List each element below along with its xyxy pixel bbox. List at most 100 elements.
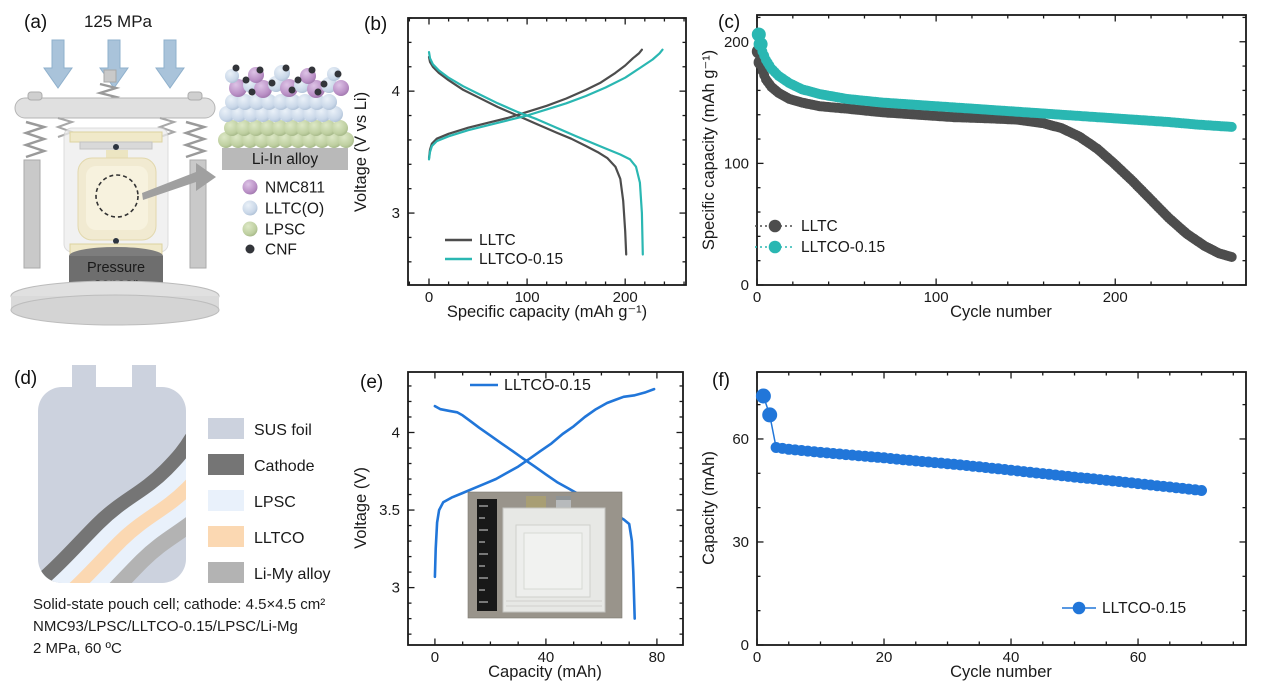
legend-label: SUS foil bbox=[254, 422, 312, 439]
chart-e: 0 40 80 3 3.5 4 LLTCO-0.15 Capacity (mAh) Voltag… bbox=[352, 371, 684, 681]
x-tick-label: 0 bbox=[425, 289, 433, 306]
particle bbox=[285, 94, 301, 110]
cnf-particle bbox=[320, 80, 328, 88]
particle bbox=[255, 106, 271, 122]
particle bbox=[333, 80, 349, 96]
series-line bbox=[427, 51, 644, 256]
legend-swatch bbox=[208, 562, 244, 583]
legend-swatch bbox=[208, 454, 244, 475]
particle bbox=[284, 120, 300, 136]
x-tick-label: 0 bbox=[753, 649, 761, 666]
pressure-value-label: 125 MPa bbox=[84, 12, 153, 31]
plot-frame bbox=[407, 17, 687, 286]
panel-e-label: (e) bbox=[360, 372, 384, 393]
particle bbox=[303, 106, 319, 122]
y-tick-label: 3.5 bbox=[379, 502, 400, 519]
legend-marker bbox=[242, 179, 258, 195]
legend-label: NMC811 bbox=[265, 180, 325, 197]
particle bbox=[225, 69, 239, 83]
axis-ticks bbox=[408, 372, 683, 645]
li-in-alloy-bar bbox=[222, 148, 348, 170]
particle bbox=[261, 94, 277, 110]
y-tick-label: 100 bbox=[724, 155, 749, 172]
y-axis-label: Capacity (mAh) bbox=[700, 451, 718, 565]
chart-f: 0 20 40 60 0 30 60 LLTCO-0.15 Cycle number Capaci… bbox=[700, 371, 1247, 681]
pouch-layer-bands bbox=[38, 431, 186, 583]
particle bbox=[273, 94, 289, 110]
x-axis-label: Cycle number bbox=[950, 303, 1052, 321]
legend-label: Li-My alloy bbox=[254, 566, 330, 583]
data-point bbox=[762, 407, 778, 423]
x-tick-label: 20 bbox=[876, 649, 893, 666]
particle bbox=[272, 120, 288, 136]
x-tick-label: 200 bbox=[613, 289, 638, 306]
particle bbox=[267, 106, 283, 122]
x-tick-label: 80 bbox=[649, 649, 666, 666]
cnf-particle bbox=[256, 66, 264, 74]
legend-marker bbox=[1072, 601, 1086, 615]
particle bbox=[231, 106, 247, 122]
y-tick-label: 0 bbox=[741, 277, 749, 294]
x-tick-label: 60 bbox=[1130, 649, 1147, 666]
cnf-particle bbox=[282, 64, 290, 72]
chart-legend: LLTCO-0.15 bbox=[1062, 600, 1186, 617]
series-connector bbox=[762, 395, 1202, 492]
press-cell-drawing: Pressure sensor bbox=[10, 69, 220, 326]
particle bbox=[242, 132, 258, 148]
pouch-layer-band bbox=[38, 440, 186, 583]
plot-frame bbox=[407, 371, 684, 646]
y-tick-label: 0 bbox=[741, 637, 749, 654]
legend-label: LLTC(O) bbox=[265, 201, 324, 218]
particle bbox=[309, 94, 325, 110]
particle bbox=[248, 120, 264, 136]
panel-a-label: (a) bbox=[24, 12, 48, 33]
panel-f-label: (f) bbox=[712, 370, 730, 391]
x-tick-label: 100 bbox=[515, 289, 540, 306]
particle bbox=[278, 132, 294, 148]
x-axis-label: Specific capacity (mAh g⁻¹) bbox=[447, 303, 647, 321]
chart-legend: LLTCO-0.15 bbox=[470, 377, 591, 394]
pouch-layer-band bbox=[45, 458, 186, 583]
x-axis-label: Capacity (mAh) bbox=[488, 663, 602, 681]
panel-a-schematic: 125 MPa bbox=[10, 12, 354, 326]
x-tick-label: 40 bbox=[538, 649, 555, 666]
caption-line-1: Solid-state pouch cell; cathode: 4.5×4.5… bbox=[33, 596, 326, 613]
particle bbox=[326, 132, 342, 148]
data-point bbox=[1196, 485, 1207, 496]
y-tick-label: 4 bbox=[392, 424, 400, 441]
particle-stack-drawing bbox=[218, 64, 354, 148]
legend-label: Cathode bbox=[254, 458, 315, 475]
particle bbox=[315, 106, 331, 122]
particle bbox=[230, 132, 246, 148]
cnf-particle bbox=[232, 64, 240, 72]
legend-label: LLTCO bbox=[254, 530, 304, 547]
y-axis-label: Voltage (V vs Li) bbox=[352, 92, 370, 212]
photo-tab-gold bbox=[526, 496, 546, 509]
series-line bbox=[427, 48, 664, 161]
cnf-particle bbox=[314, 88, 322, 96]
panel-c-label: (c) bbox=[718, 12, 741, 33]
legend-label: LLTCO-0.15 bbox=[801, 239, 885, 256]
legend-label: CNF bbox=[265, 242, 297, 259]
cnf-particle bbox=[248, 88, 256, 96]
data-point bbox=[1226, 252, 1237, 262]
legend-label: LLTC bbox=[479, 232, 516, 249]
particle bbox=[225, 94, 241, 110]
cnf-particle bbox=[334, 70, 342, 78]
particle bbox=[296, 120, 312, 136]
chart-legend: LLTC LLTCO-0.15 bbox=[445, 232, 563, 268]
particle bbox=[290, 132, 306, 148]
series-line bbox=[433, 404, 636, 620]
y-axis-label: Specific capacity (mAh g⁻¹) bbox=[700, 50, 718, 250]
legend-marker bbox=[768, 240, 782, 254]
legend-swatch bbox=[208, 418, 244, 439]
series-line bbox=[427, 48, 643, 160]
legend-marker bbox=[768, 219, 782, 233]
x-tick-label: 0 bbox=[753, 289, 761, 306]
chart-c: 0 100 200 0 100 200 LLTC LLTCO-0.15 Cycle number… bbox=[700, 14, 1247, 321]
particle bbox=[320, 120, 336, 136]
y-tick-label: 3 bbox=[392, 580, 400, 597]
ruler-ticks bbox=[479, 505, 488, 603]
panel-b-label: (b) bbox=[364, 14, 388, 35]
particle bbox=[332, 120, 348, 136]
